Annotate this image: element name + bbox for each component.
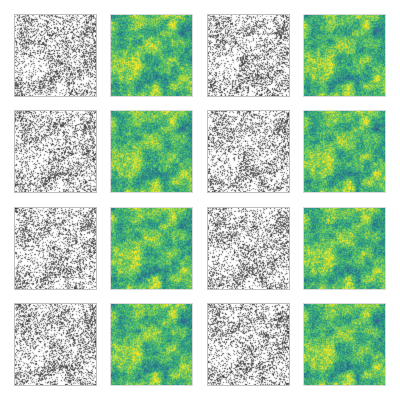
heatmap-tile xyxy=(110,14,193,97)
grayscale-tile xyxy=(14,14,97,97)
heatmap-tile xyxy=(303,303,386,386)
grayscale-image xyxy=(15,15,96,96)
heatmap-tile xyxy=(303,110,386,193)
heatmap-tile xyxy=(303,14,386,97)
heatmap-image xyxy=(304,111,385,192)
grayscale-image xyxy=(15,208,96,289)
grayscale-image xyxy=(15,304,96,385)
grayscale-image xyxy=(15,111,96,192)
grayscale-tile xyxy=(207,14,290,97)
grayscale-tile xyxy=(207,303,290,386)
heatmap-image xyxy=(111,304,192,385)
heatmap-image xyxy=(304,304,385,385)
grayscale-tile xyxy=(207,110,290,193)
grayscale-image xyxy=(208,208,289,289)
heatmap-image xyxy=(111,111,192,192)
grayscale-image xyxy=(208,111,289,192)
heatmap-image xyxy=(111,208,192,289)
heatmap-tile xyxy=(110,110,193,193)
grayscale-tile xyxy=(14,207,97,290)
heatmap-image xyxy=(111,15,192,96)
grayscale-tile xyxy=(207,207,290,290)
grayscale-image xyxy=(208,304,289,385)
grayscale-tile xyxy=(14,303,97,386)
heatmap-image xyxy=(304,15,385,96)
grayscale-image xyxy=(208,15,289,96)
heatmap-tile xyxy=(303,207,386,290)
heatmap-image xyxy=(304,208,385,289)
heatmap-tile xyxy=(110,303,193,386)
grayscale-tile xyxy=(14,110,97,193)
heatmap-tile xyxy=(110,207,193,290)
